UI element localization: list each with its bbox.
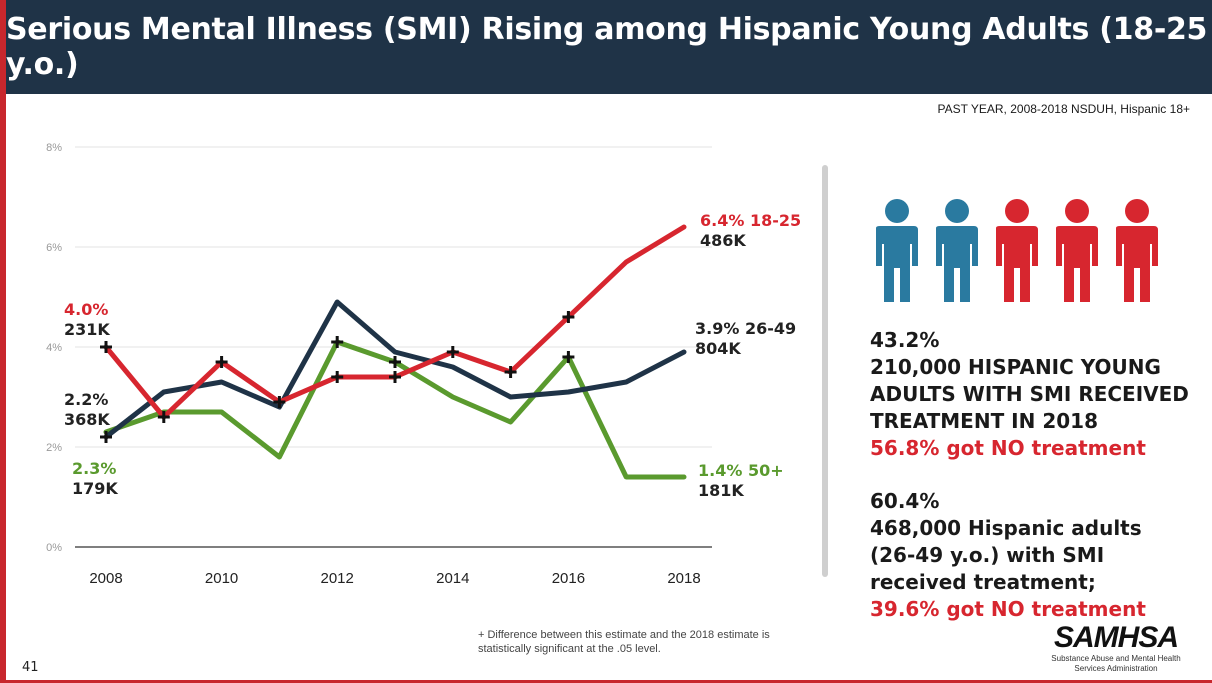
x-tick-label: 2016 bbox=[552, 570, 585, 587]
end-label-26-49-pct: 3.9% 26-49 bbox=[695, 319, 796, 338]
adults-line3: received treatment; bbox=[870, 570, 1096, 594]
source-note: PAST YEAR, 2008-2018 NSDUH, Hispanic 18+ bbox=[937, 102, 1190, 116]
young-adults-line2: ADULTS WITH SMI RECEIVED bbox=[870, 382, 1189, 406]
people-icon-row bbox=[868, 198, 1166, 306]
samhsa-wordmark: SAMHSA bbox=[1053, 621, 1179, 654]
significance-marker bbox=[562, 311, 575, 323]
young-adults-line3: TREATMENT IN 2018 bbox=[870, 409, 1098, 433]
person-icon bbox=[928, 198, 986, 306]
person-icon bbox=[1108, 198, 1166, 306]
start-label-50-count: 179K bbox=[72, 479, 118, 498]
end-label-18-25-count: 486K bbox=[700, 231, 746, 250]
footnote: + Difference between this estimate and t… bbox=[478, 628, 770, 656]
left-accent-bar bbox=[0, 0, 6, 683]
start-label-26-49-pct: 2.2% bbox=[64, 390, 108, 409]
title-bar: Serious Mental Illness (SMI) Rising amon… bbox=[6, 0, 1212, 94]
page-title: Serious Mental Illness (SMI) Rising amon… bbox=[6, 12, 1208, 82]
start-label-18-25-pct: 4.0% bbox=[64, 300, 108, 319]
samhsa-subtitle-2: Services Administration bbox=[1074, 664, 1158, 673]
x-tick-label: 2008 bbox=[89, 570, 122, 587]
adults-stat: 60.4% 468,000 Hispanic adults (26-49 y.o… bbox=[870, 488, 1146, 623]
end-label-26-49-count: 804K bbox=[695, 339, 741, 358]
significance-marker bbox=[273, 396, 286, 408]
significance-marker bbox=[331, 371, 344, 383]
end-label-18-25-pct: 6.4% 18-25 bbox=[700, 211, 801, 230]
significance-marker bbox=[331, 336, 344, 348]
adults-line2: (26-49 y.o.) with SMI bbox=[870, 543, 1105, 567]
samhsa-subtitle-1: Substance Abuse and Mental Health bbox=[1051, 654, 1181, 663]
significance-marker bbox=[389, 371, 401, 383]
significance-marker bbox=[215, 356, 228, 368]
y-tick-label: 4% bbox=[46, 342, 62, 354]
young-adults-no-treatment: 56.8% got NO treatment bbox=[870, 436, 1146, 460]
y-tick-label: 8% bbox=[46, 142, 62, 154]
significance-marker bbox=[100, 341, 112, 353]
start-label-26-49-count: 368K bbox=[64, 410, 110, 429]
y-tick-label: 0% bbox=[46, 542, 62, 554]
adults-pct: 60.4% bbox=[870, 489, 940, 513]
young-adults-line1: 210,000 HISPANIC YOUNG bbox=[870, 355, 1161, 379]
footnote-line2: statistically significant at the .05 lev… bbox=[478, 643, 661, 655]
page-number: 41 bbox=[22, 660, 39, 675]
adults-no-treatment: 39.6% got NO treatment bbox=[870, 597, 1146, 621]
smi-line-chart: 0% 2% 4% 6% 8% 2008 2010 2012 2014 2016 2018 4.0%23… bbox=[46, 142, 801, 587]
person-icon bbox=[1048, 198, 1106, 306]
young-adults-stat: 43.2% 210,000 HISPANIC YOUNG ADULTS WITH… bbox=[870, 327, 1189, 462]
adults-line1: 468,000 Hispanic adults bbox=[870, 516, 1142, 540]
x-tick-label: 2018 bbox=[667, 570, 700, 587]
significance-marker bbox=[157, 411, 170, 423]
series-line-26-49 bbox=[103, 299, 687, 440]
footnote-line1: + Difference between this estimate and t… bbox=[478, 629, 770, 641]
start-label-50-pct: 2.3% bbox=[72, 459, 116, 478]
bottom-accent-rule bbox=[6, 680, 1212, 683]
significance-marker bbox=[562, 351, 575, 363]
x-tick-label: 2012 bbox=[321, 570, 354, 587]
significance-marker bbox=[389, 356, 401, 368]
samhsa-logo: SAMHSA Substance Abuse and Mental Health… bbox=[1046, 622, 1186, 674]
vertical-divider bbox=[822, 165, 828, 577]
x-tick-label: 2010 bbox=[205, 570, 238, 587]
y-tick-label: 2% bbox=[46, 442, 62, 454]
end-label-50-count: 181K bbox=[698, 481, 744, 500]
person-icon bbox=[988, 198, 1046, 306]
x-tick-label: 2014 bbox=[436, 570, 469, 587]
significance-marker bbox=[100, 431, 112, 443]
significance-marker bbox=[446, 346, 459, 358]
end-label-50-pct: 1.4% 50+ bbox=[698, 461, 784, 480]
y-tick-label: 6% bbox=[46, 242, 62, 254]
young-adults-pct: 43.2% bbox=[870, 328, 940, 352]
significance-marker bbox=[504, 366, 517, 378]
person-icon bbox=[868, 198, 926, 306]
start-label-18-25-count: 231K bbox=[64, 320, 110, 339]
